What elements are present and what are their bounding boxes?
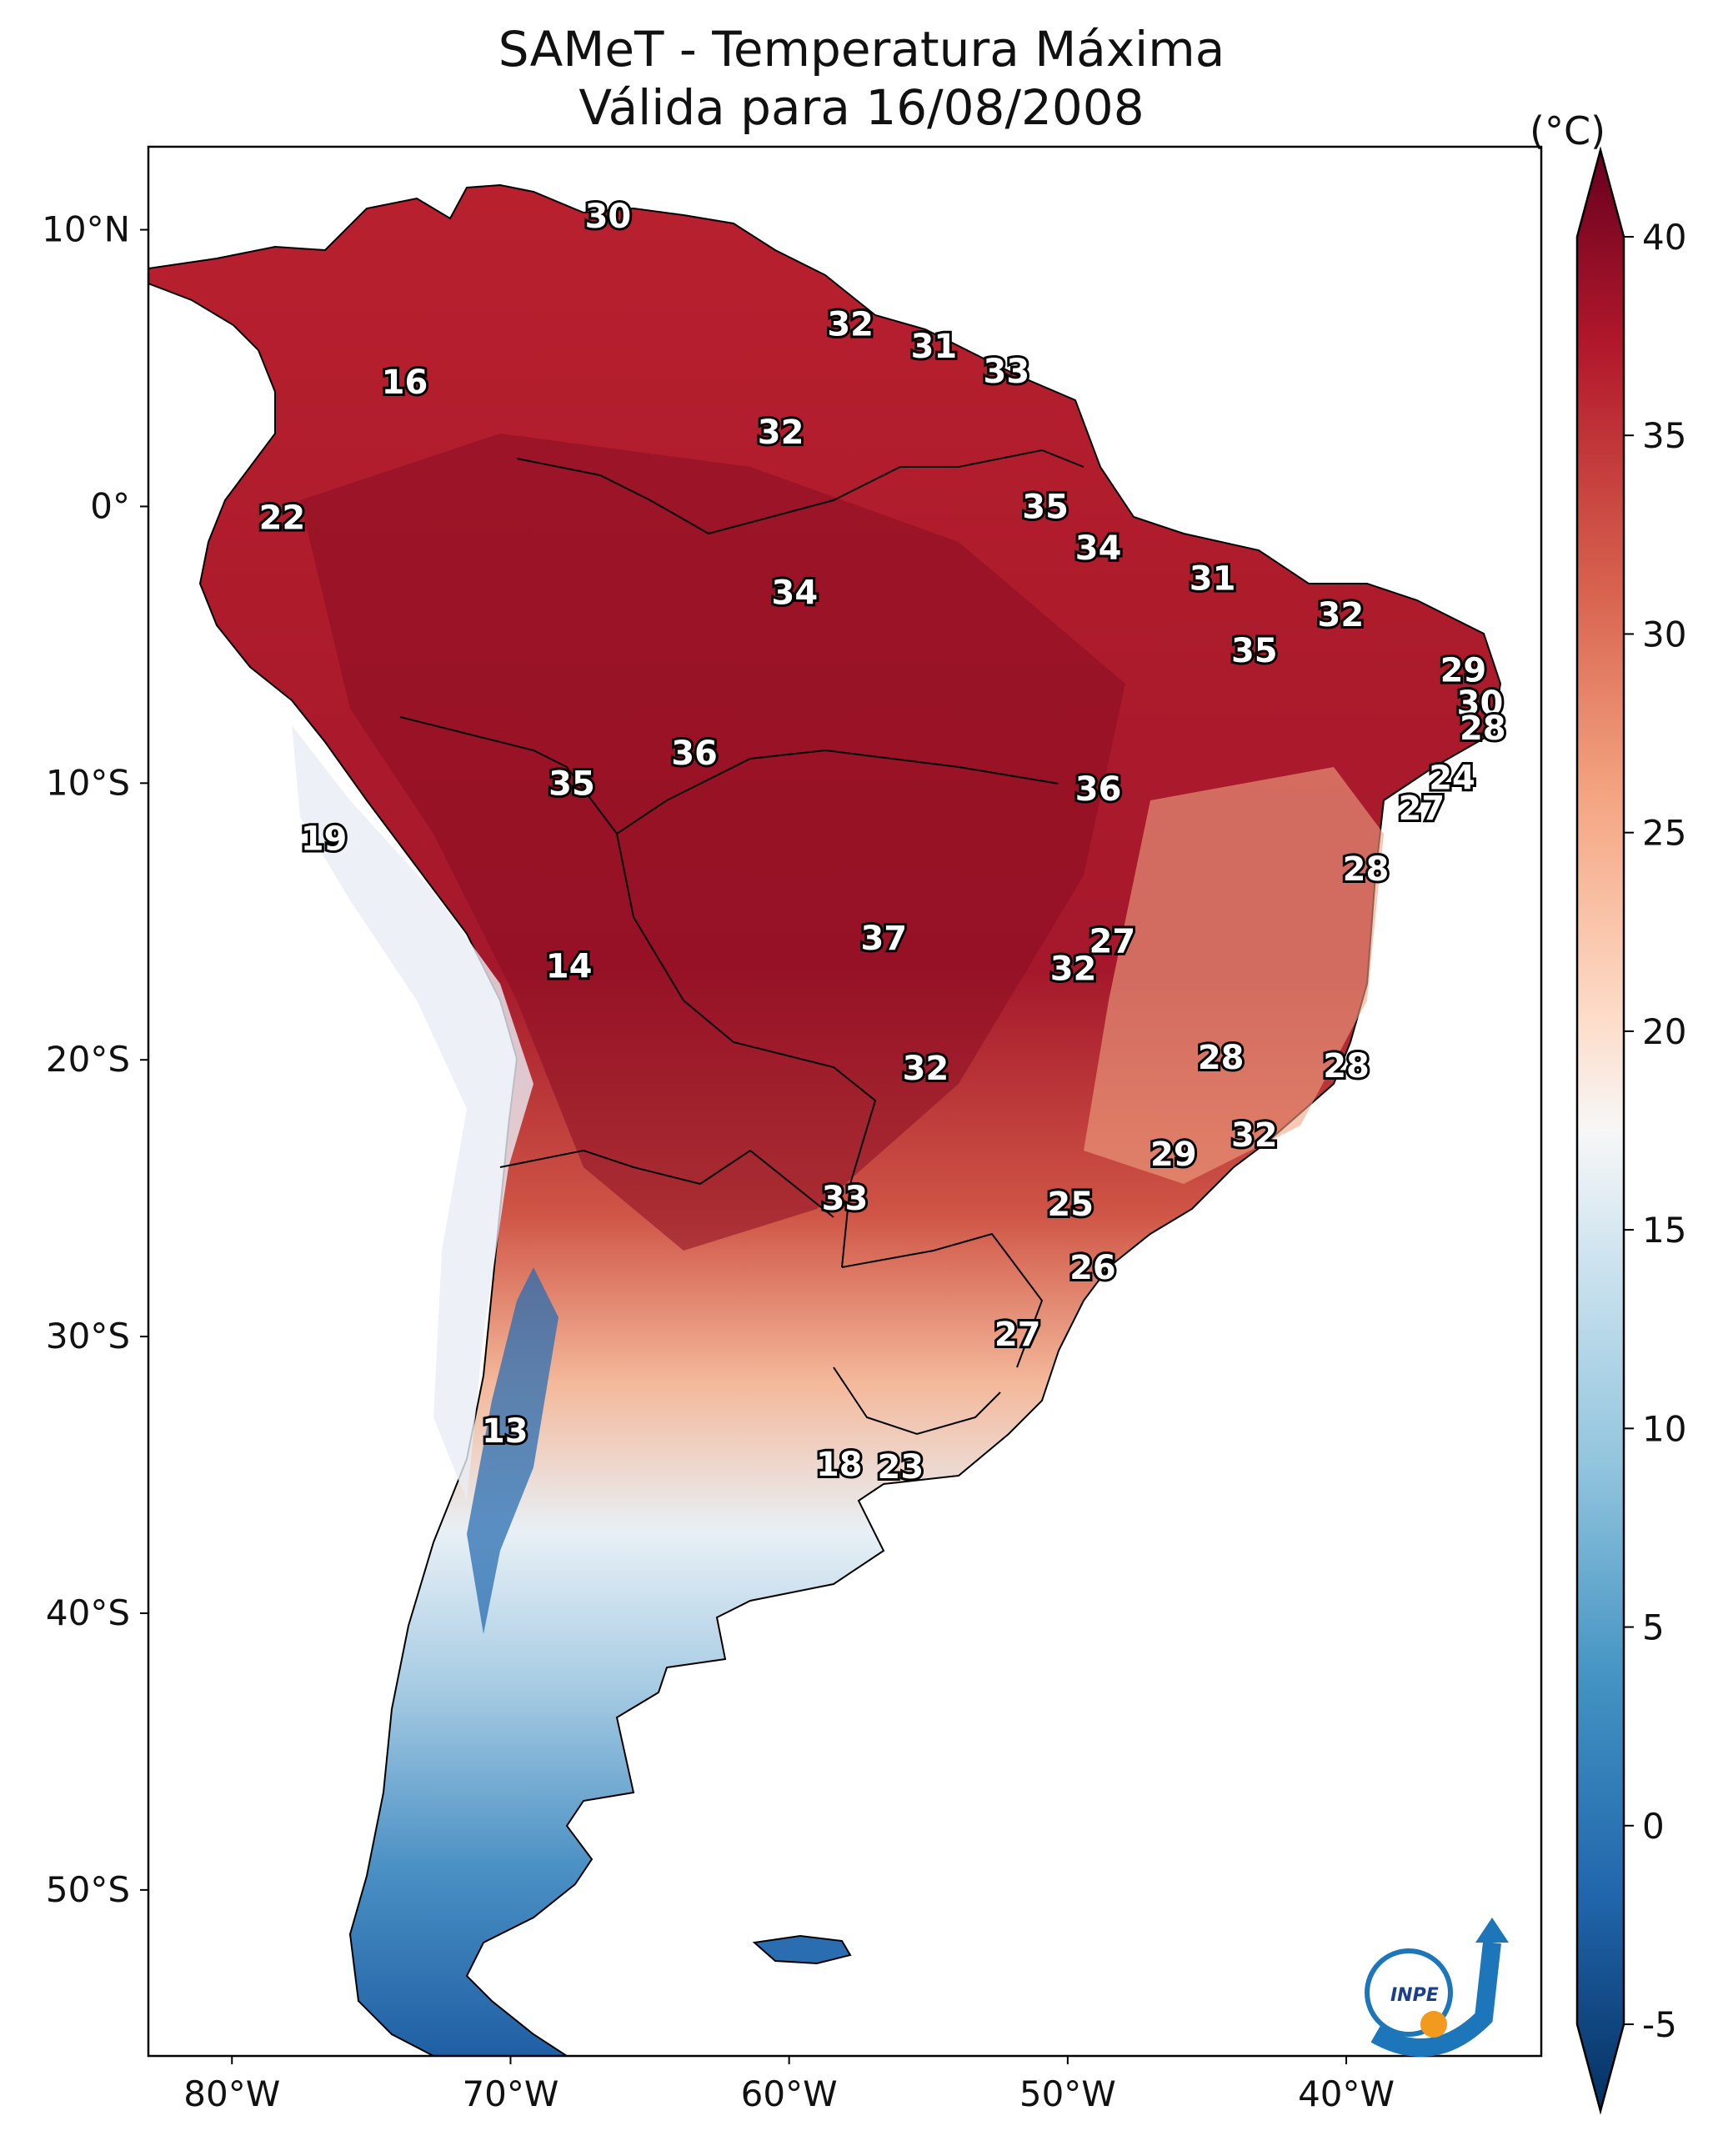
station-value-label: 28 [1323,1047,1370,1086]
station-value-label: 32 [1231,1116,1278,1155]
x-tick-label: 80°W [183,2073,280,2114]
y-tick-label: 0° [90,485,130,526]
station-value-label: 28 [1460,709,1506,748]
colorbar-tick-label: 35 [1642,415,1686,456]
colorbar-tick-label: 15 [1642,1210,1686,1251]
station-value-label: 19 [301,820,348,859]
station-value-label: 31 [911,328,958,366]
x-tick-label: 60°W [741,2073,838,2114]
station-value-label: 13 [482,1412,528,1451]
logo-dot [1420,2011,1447,2038]
station-value-label: 36 [671,735,718,773]
y-tick-label: 10°N [42,209,130,250]
colorbar: 40 35 30 25 20 15 10 5 0 -5 [1575,146,1686,2115]
colorbar-tick-label: 20 [1642,1011,1686,1052]
station-value-label: 35 [548,765,595,803]
map-title-line1: SAMeT - Temperatura Máxima [498,21,1225,78]
station-value-label: 29 [1440,651,1487,689]
station-value-label: 32 [1318,596,1365,634]
station-value-label: 35 [1231,632,1278,670]
x-tick-label: 50°W [1019,2073,1116,2114]
station-value-label: 27 [994,1316,1041,1354]
station-value-label: 28 [1198,1039,1245,1077]
logo-ring [1365,1948,1453,2037]
falkland-islands [752,1934,852,1965]
station-value-label: 30 [1457,684,1504,723]
station-value-label: 31 [1190,560,1236,599]
x-tick-label: 70°W [462,2073,558,2114]
country-borders [399,449,1084,1436]
station-value-label: 29 [1150,1136,1197,1174]
y-tick-label: 40°S [46,1592,130,1633]
colorbar-tick-label: 40 [1642,217,1686,258]
station-value-label: 25 [1047,1186,1094,1224]
latitude-axis: 10°N 0° 10°S 20°S 30°S 40°S 50°S [42,209,148,1910]
colorbar-tick-label: 30 [1642,614,1686,654]
station-value-label: 24 [1429,760,1475,798]
logo-arrow [1370,1941,1501,2057]
station-value-label: 32 [1050,950,1097,989]
station-value-label: 37 [860,920,907,958]
station-value-label: 33 [984,353,1030,391]
station-value-label: 34 [772,574,819,612]
colorbar-tick-label: 0 [1642,1806,1665,1847]
station-value-label: 16 [382,364,428,402]
station-value-label: 30 [585,198,632,236]
station-value-label: 18 [816,1446,863,1484]
station-value-label: 28 [1343,850,1390,889]
colorbar-tick-label: 10 [1642,1408,1686,1449]
station-value-label: 14 [546,947,593,985]
map-frame [147,145,1543,2058]
station-value-label: 27 [1398,790,1445,828]
logo-text: INPE [1390,1985,1439,2006]
station-value-label: 36 [1075,770,1122,809]
station-value-label: 27 [1089,923,1135,961]
station-value-label: 32 [758,414,804,452]
y-tick-label: 20°S [46,1039,130,1080]
station-value-label: 34 [1075,529,1122,568]
longitude-axis: 80°W 70°W 60°W 50°W 40°W [183,2056,1395,2114]
station-value-label: 23 [878,1448,924,1487]
y-tick-label: 50°S [46,1869,130,1910]
colorbar-ticks: 40 35 30 25 20 15 10 5 0 -5 [1624,217,1686,2045]
station-value-label: 35 [1022,488,1069,526]
x-tick-label: 40°W [1298,2073,1395,2114]
station-value-label: 32 [827,305,874,343]
station-value-label: 32 [903,1050,949,1088]
colorbar-tick-label: 25 [1642,813,1686,854]
y-tick-label: 10°S [46,762,130,803]
colorbar-tick-label: -5 [1642,2004,1677,2045]
logo-arrowhead [1475,1918,1509,1943]
map-title-line2: Válida para 16/08/2008 [579,79,1144,136]
y-tick-label: 30°S [46,1316,130,1356]
station-value-label: 26 [1069,1249,1116,1287]
station-value-label: 22 [259,499,306,538]
inpe-logo: INPE [1365,1918,1509,2057]
colorbar-body [1575,146,1625,2115]
station-value-label: 33 [822,1180,869,1218]
colorbar-tick-label: 5 [1642,1607,1665,1648]
map-body [148,183,1502,2056]
